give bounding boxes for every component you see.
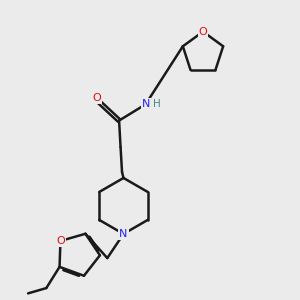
Text: N: N xyxy=(119,229,128,239)
Text: O: O xyxy=(56,236,65,246)
Text: H: H xyxy=(153,99,160,110)
Text: O: O xyxy=(93,93,101,103)
Text: N: N xyxy=(141,99,150,110)
Text: O: O xyxy=(199,27,207,37)
